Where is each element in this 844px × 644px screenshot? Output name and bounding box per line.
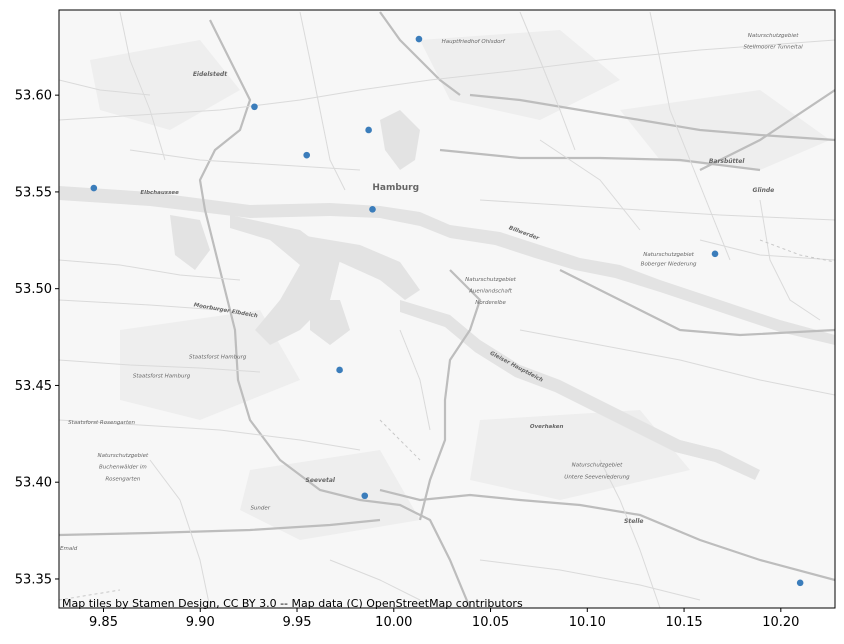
y-tick-label: 53.35 [15, 572, 52, 587]
map-label: Emald [60, 546, 78, 552]
map-label: Boberger Niederung [641, 261, 697, 267]
map-label: Buchenwälder im [99, 465, 147, 471]
map-label: Staatsforst Hamburg [189, 354, 247, 360]
y-tick-label: 53.55 [15, 185, 52, 200]
basemap-tiles: Hamburg Eidelstedt Hauptfriedhof Ohlsdorf N… [59, 10, 835, 608]
x-tick-label: 9.90 [186, 615, 215, 630]
x-tick-label: 10.05 [472, 615, 509, 630]
axes-frame [58, 9, 836, 609]
x-tick-label: 10.10 [569, 615, 606, 630]
map-label: Overhaken [530, 424, 564, 430]
map-label: Naturschutzgebiet [643, 252, 695, 258]
x-tick-label: 10.15 [665, 615, 702, 630]
data-point [90, 184, 98, 192]
map-label: Staatsforst Hamburg [133, 374, 191, 380]
data-point [303, 151, 311, 159]
x-axis-ticks: 9.85 9.90 9.95 10.00 10.05 10.10 10.15 10.20 [89, 608, 799, 630]
data-point [361, 492, 369, 500]
map-label: Barsbüttel [709, 158, 746, 165]
map-label: Stellmoorer Tunneltal [744, 45, 804, 51]
data-point [415, 35, 423, 43]
map-label: Staatsforst Rosengarten [68, 420, 135, 426]
map-label: Rosengarten [105, 476, 141, 482]
data-point [796, 579, 804, 587]
map-label: Hauptfriedhof Ohlsdorf [442, 39, 506, 45]
map-label: Norderelbe [475, 300, 506, 306]
map-label: Eidelstedt [193, 71, 228, 78]
x-tick-label: 9.85 [89, 615, 118, 630]
y-axis-ticks: 53.35 53.40 53.45 53.50 53.55 53.60 [15, 89, 59, 587]
y-tick-label: 53.50 [15, 282, 52, 297]
y-tick-label: 53.60 [15, 89, 52, 104]
map-label: Stelle [624, 518, 643, 525]
data-point [336, 366, 343, 374]
map-label: Glinde [753, 187, 775, 194]
data-point [365, 126, 372, 134]
y-tick-label: 53.45 [15, 379, 52, 394]
data-point [711, 250, 719, 258]
y-tick-label: 53.40 [15, 476, 52, 491]
scatter-points [90, 35, 804, 587]
map-label: Naturschutzgebiet [97, 453, 149, 459]
data-point [251, 103, 258, 111]
map-label: Hamburg [372, 183, 419, 193]
map-label: Auenlandschaft [468, 289, 513, 295]
map-label: Sunder [250, 505, 270, 511]
map-label: Elbchaussee [140, 190, 179, 196]
map-label: Naturschutzgebiet [572, 463, 624, 469]
x-tick-label: 9.95 [283, 615, 312, 630]
map-label: Seevetal [306, 477, 336, 484]
map-attribution: Map tiles by Stamen Design, CC BY 3.0 --… [62, 597, 523, 610]
data-point [369, 206, 376, 213]
x-tick-label: 10.00 [375, 615, 412, 630]
map-label: Naturschutzgebiet [465, 277, 517, 283]
x-tick-label: 10.20 [762, 615, 799, 630]
map-label: Untere Seeveniederung [564, 474, 630, 480]
map-label: Naturschutzgebiet [748, 33, 800, 39]
